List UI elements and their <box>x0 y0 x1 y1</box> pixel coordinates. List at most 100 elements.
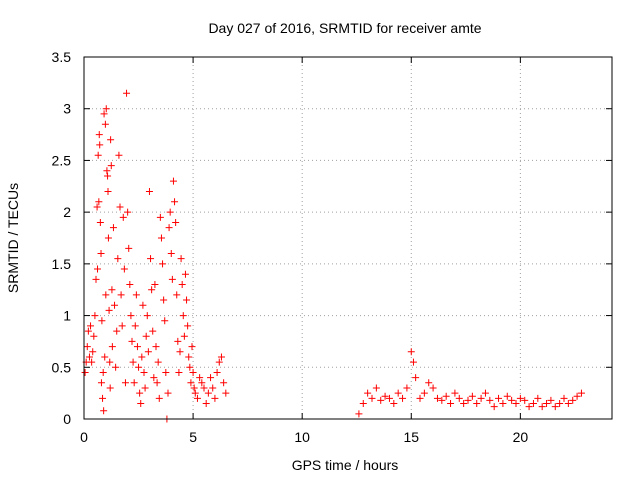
data-point-marker <box>164 389 172 397</box>
data-point-marker <box>93 203 101 211</box>
data-point-marker <box>131 322 139 330</box>
data-point-marker <box>525 403 533 411</box>
data-point-marker <box>94 265 102 273</box>
data-point-marker <box>88 358 96 366</box>
data-point-marker <box>129 358 137 366</box>
data-point-marker <box>96 141 104 149</box>
data-point-marker <box>169 177 177 185</box>
data-point-marker <box>124 208 132 216</box>
data-point-marker <box>81 368 89 376</box>
data-point-marker <box>111 301 119 309</box>
data-point-marker <box>98 317 106 325</box>
data-point-marker <box>412 374 420 382</box>
data-point-marker <box>204 389 212 397</box>
data-point-marker <box>529 399 537 407</box>
data-point-marker <box>184 322 192 330</box>
data-point-marker <box>416 394 424 402</box>
data-point-marker <box>104 187 112 195</box>
data-point-marker <box>108 286 116 294</box>
data-point-marker <box>139 301 147 309</box>
y-tick-label: 0.5 <box>52 359 72 375</box>
data-point-marker <box>116 203 124 211</box>
y-tick-label: 2 <box>63 204 71 220</box>
data-point-marker <box>543 399 551 407</box>
x-tick-label: 15 <box>403 429 419 445</box>
data-point-marker <box>364 389 372 397</box>
data-point-marker <box>220 379 228 387</box>
data-point-marker <box>407 348 415 356</box>
data-point-marker <box>573 392 581 400</box>
data-point-marker <box>499 399 507 407</box>
data-point-marker <box>161 317 169 325</box>
data-point-marker <box>162 368 170 376</box>
data-point-marker <box>121 379 129 387</box>
data-point-marker <box>173 291 181 299</box>
data-point-marker <box>106 384 114 392</box>
data-point-marker <box>486 396 494 404</box>
data-point-marker <box>114 255 122 263</box>
plot-frame <box>83 56 613 420</box>
data-point-marker <box>101 353 109 361</box>
data-point-marker <box>95 198 103 206</box>
data-point-marker <box>438 396 446 404</box>
y-axis-label: SRMTID / TECUs <box>5 183 21 293</box>
data-point-marker <box>473 399 481 407</box>
data-point-marker <box>433 394 441 402</box>
data-point-marker <box>420 389 428 397</box>
data-point-marker <box>176 348 184 356</box>
data-point-marker <box>132 291 140 299</box>
data-point-marker <box>160 296 168 304</box>
data-point-marker <box>119 213 127 221</box>
data-point-marker <box>128 337 136 345</box>
data-point-marker <box>168 275 176 283</box>
data-point-marker <box>95 131 103 139</box>
data-point-marker <box>85 353 93 361</box>
data-point-marker <box>512 399 520 407</box>
data-point-marker <box>141 384 149 392</box>
data-point-marker <box>403 384 411 392</box>
data-point-marker <box>94 151 102 159</box>
data-point-marker <box>140 368 148 376</box>
data-point-marker <box>99 394 107 402</box>
x-tick-label: 10 <box>294 429 310 445</box>
data-point-marker <box>171 198 179 206</box>
data-point-marker <box>165 224 173 232</box>
data-point-marker <box>126 281 134 289</box>
data-point-marker <box>104 172 112 180</box>
data-point-marker <box>217 353 225 361</box>
data-point-marker <box>556 399 564 407</box>
data-point-marker <box>123 89 131 97</box>
data-point-marker <box>377 396 385 404</box>
y-tick-label: 1.5 <box>52 256 72 272</box>
data-point-marker <box>103 167 111 175</box>
data-point-marker <box>120 265 128 273</box>
data-point-marker <box>390 399 398 407</box>
data-point-marker <box>368 394 376 402</box>
data-point-marker <box>135 363 143 371</box>
data-point-marker <box>468 392 476 400</box>
data-point-marker <box>189 368 197 376</box>
data-point-marker <box>538 403 546 411</box>
data-point-marker <box>508 396 516 404</box>
data-point-marker <box>143 312 151 320</box>
data-point-marker <box>196 374 204 382</box>
data-point-marker <box>150 374 158 382</box>
data-point-marker <box>381 392 389 400</box>
data-point-marker <box>551 403 559 411</box>
data-point-marker <box>112 363 120 371</box>
data-point-marker <box>409 358 417 366</box>
data-point-marker <box>109 224 117 232</box>
data-point-marker <box>399 394 407 402</box>
data-point-marker <box>151 281 159 289</box>
data-point-marker <box>145 187 153 195</box>
data-point-marker <box>215 358 223 366</box>
data-point-marker <box>564 399 572 407</box>
data-points <box>81 89 585 423</box>
data-point-marker <box>102 105 110 113</box>
data-point-marker <box>187 379 195 387</box>
data-point-marker <box>157 234 165 242</box>
data-point-marker <box>144 348 152 356</box>
data-point-marker <box>130 379 138 387</box>
data-point-marker <box>211 394 219 402</box>
